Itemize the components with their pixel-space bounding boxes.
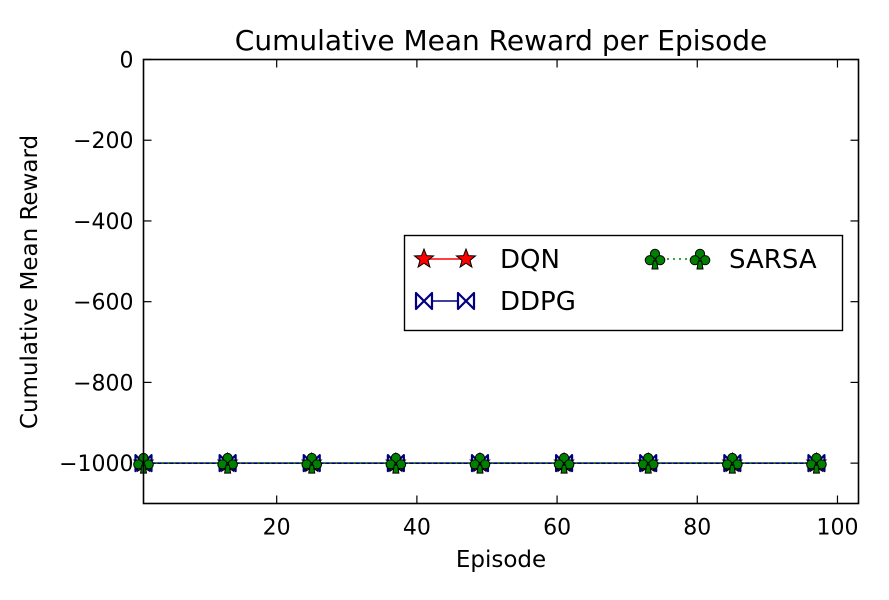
legend-marker [644,248,666,270]
club-lobe [227,459,238,470]
data-point-sarsa [553,452,575,474]
axis-ticks: 20 40 60 80 100 0 −200 −400 −600 −800 −1000 [59,49,859,541]
series-sarsa [133,452,827,474]
data-point-sarsa [722,452,743,474]
data-point-sarsa [217,452,238,474]
plot-frame [142,58,860,505]
legend-marker [455,247,477,269]
data-point-sarsa [301,452,323,474]
data-point-sarsa [385,452,407,474]
data-point-sarsa [637,452,659,474]
y-tick-label: −600 [73,291,133,316]
club-stem [728,464,736,474]
legend-label: DDPG [500,287,576,317]
club-lobe [217,459,228,470]
legend-box [403,234,844,332]
legend-entry-sarsa: SARSA [644,245,817,275]
club-lobe [385,459,396,470]
y-tick-label: −200 [73,129,133,154]
x-tick-label: 20 [263,516,291,541]
plot-series [132,451,828,474]
club-lobe [732,459,743,470]
club-stem [560,464,568,474]
club-lobe [311,459,323,470]
club-stem [812,464,821,474]
club-lobe [637,459,649,470]
club-lobe [644,255,655,266]
legend-marker [414,291,434,311]
club-lobe [806,459,817,470]
club-lobe [689,255,700,266]
chart-title: Cumulative Mean Reward per Episode [235,24,767,57]
club-stem [308,464,316,474]
club-lobe [395,459,407,470]
y-tick-label: −1000 [59,452,133,477]
club-lobe [480,459,491,470]
legend-label: SARSA [729,245,817,275]
club-lobe [655,255,666,266]
club-lobe [564,459,575,470]
data-point-sarsa [469,452,491,474]
x-tick-label: 60 [543,516,571,541]
club-lobe [700,255,711,266]
x-tick-label: 100 [816,516,858,541]
x-tick-label: 80 [683,516,711,541]
legend: DQN DDPG SARSA [403,234,844,332]
club-stem [651,260,659,270]
club-lobe [722,459,733,470]
legend-label: DQN [500,245,560,275]
club-lobe [301,459,312,470]
club-stem [696,260,704,270]
legend-marker [413,247,435,269]
y-tick-label: −800 [73,371,133,396]
x-axis-label: Episode [456,547,546,573]
data-point-sarsa [806,452,827,474]
club-stem [644,464,652,474]
club-stem [224,464,232,474]
club-lobe [648,459,659,470]
club-lobe [469,459,480,470]
legend-entry-ddpg: DDPG [414,287,576,317]
y-axis-label: Cumulative Mean Reward [17,135,43,429]
club-lobe [816,459,827,470]
club-lobe [553,459,564,470]
legend-marker [689,248,711,270]
y-tick-label: 0 [120,49,134,74]
club-stem [476,464,484,474]
legend-entry-dqn: DQN [413,245,560,275]
legend-marker [456,291,476,311]
y-tick-label: −400 [73,210,133,235]
x-tick-label: 40 [403,516,431,541]
club-stem [392,464,400,474]
